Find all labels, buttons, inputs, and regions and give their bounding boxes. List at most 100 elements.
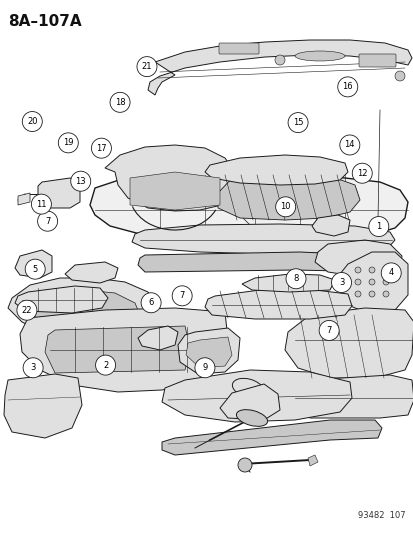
Polygon shape (311, 215, 349, 236)
Polygon shape (25, 290, 140, 331)
Ellipse shape (236, 410, 267, 426)
Text: 19: 19 (63, 139, 74, 147)
Circle shape (137, 56, 157, 77)
Text: 10: 10 (280, 203, 290, 211)
Polygon shape (138, 326, 178, 350)
Circle shape (38, 211, 57, 231)
Circle shape (22, 111, 42, 132)
Polygon shape (147, 40, 411, 95)
Circle shape (351, 163, 371, 183)
Text: 93482  107: 93482 107 (358, 511, 405, 520)
Circle shape (274, 55, 284, 65)
Text: 12: 12 (356, 169, 367, 177)
Circle shape (31, 194, 51, 214)
Circle shape (382, 267, 388, 273)
Circle shape (380, 263, 400, 283)
Polygon shape (138, 252, 387, 272)
Circle shape (318, 320, 338, 341)
Circle shape (382, 291, 388, 297)
Text: 8A–107A: 8A–107A (8, 14, 81, 29)
Text: 16: 16 (342, 83, 352, 91)
Circle shape (17, 300, 37, 320)
Text: 14: 14 (344, 141, 354, 149)
Polygon shape (204, 290, 351, 319)
Polygon shape (284, 308, 413, 378)
FancyBboxPatch shape (358, 54, 395, 67)
Circle shape (141, 293, 161, 313)
Text: 15: 15 (292, 118, 303, 127)
Circle shape (331, 272, 351, 293)
Text: 21: 21 (141, 62, 152, 71)
Circle shape (71, 171, 90, 191)
Text: 3: 3 (338, 278, 343, 287)
Circle shape (368, 291, 374, 297)
Ellipse shape (294, 51, 344, 61)
Text: 11: 11 (36, 200, 47, 208)
Polygon shape (45, 326, 190, 373)
Text: 2: 2 (103, 361, 108, 369)
Text: 22: 22 (21, 306, 32, 314)
Polygon shape (15, 286, 108, 313)
Circle shape (95, 355, 115, 375)
Circle shape (337, 77, 357, 97)
Circle shape (275, 197, 295, 217)
Circle shape (382, 279, 388, 285)
Circle shape (354, 267, 360, 273)
Circle shape (368, 279, 374, 285)
Text: 1: 1 (375, 222, 380, 231)
Text: 20: 20 (27, 117, 38, 126)
Polygon shape (161, 420, 381, 455)
Polygon shape (219, 384, 279, 420)
Circle shape (368, 216, 388, 237)
Text: 7: 7 (179, 292, 184, 300)
Polygon shape (4, 374, 82, 438)
Circle shape (58, 133, 78, 153)
Circle shape (172, 286, 192, 306)
Polygon shape (185, 337, 231, 368)
Text: 7: 7 (326, 326, 331, 335)
Polygon shape (15, 250, 52, 278)
Text: 7: 7 (45, 217, 50, 225)
Polygon shape (132, 224, 394, 254)
Polygon shape (65, 262, 118, 283)
Polygon shape (18, 193, 30, 205)
Text: 5: 5 (33, 265, 38, 273)
Circle shape (354, 291, 360, 297)
Polygon shape (204, 155, 347, 185)
Polygon shape (314, 240, 401, 276)
Polygon shape (337, 252, 407, 315)
Text: 9: 9 (202, 364, 207, 372)
FancyBboxPatch shape (218, 43, 259, 54)
Polygon shape (20, 308, 228, 392)
Circle shape (91, 138, 111, 158)
Polygon shape (178, 328, 240, 374)
Text: 17: 17 (96, 144, 107, 152)
Circle shape (195, 358, 214, 378)
Polygon shape (130, 172, 219, 210)
Polygon shape (8, 278, 158, 340)
Polygon shape (307, 455, 317, 466)
Circle shape (23, 358, 43, 378)
Polygon shape (294, 375, 413, 418)
Polygon shape (60, 335, 108, 358)
Text: 3: 3 (31, 364, 36, 372)
Circle shape (354, 279, 360, 285)
Polygon shape (161, 370, 351, 422)
Circle shape (394, 71, 404, 81)
Circle shape (368, 267, 374, 273)
Circle shape (237, 458, 252, 472)
Polygon shape (105, 145, 235, 211)
Polygon shape (90, 173, 407, 240)
Polygon shape (218, 173, 359, 220)
Text: 8: 8 (293, 274, 298, 283)
Polygon shape (242, 274, 334, 292)
Text: 6: 6 (148, 298, 153, 307)
Text: 18: 18 (114, 98, 125, 107)
Circle shape (110, 92, 130, 112)
Polygon shape (38, 178, 80, 208)
Circle shape (25, 259, 45, 279)
Circle shape (339, 135, 359, 155)
Text: 4: 4 (388, 269, 393, 277)
Circle shape (287, 112, 307, 133)
Circle shape (285, 269, 305, 289)
